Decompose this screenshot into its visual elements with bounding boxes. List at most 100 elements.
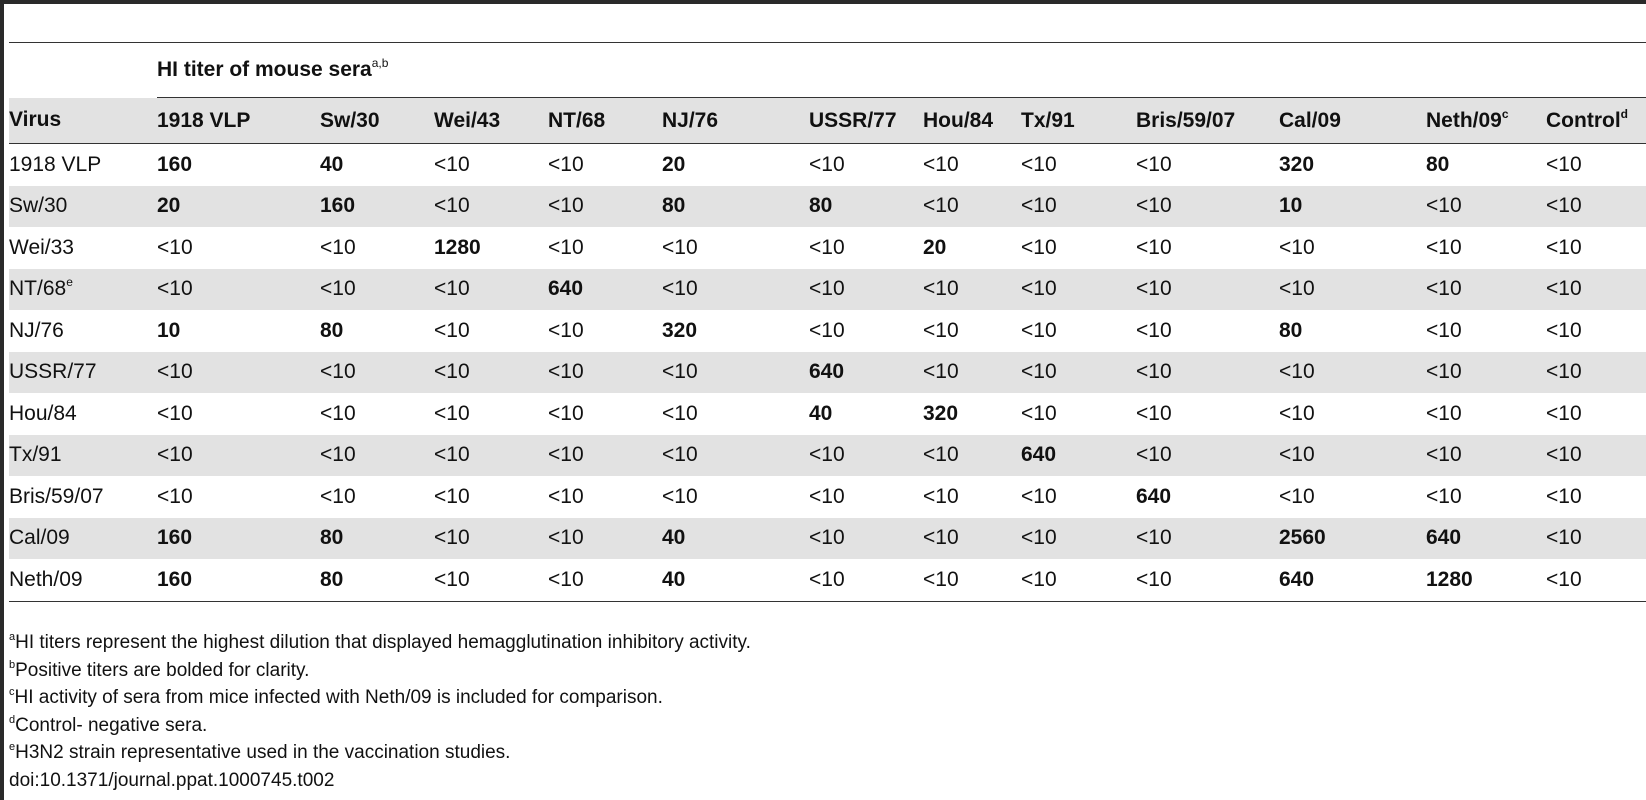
titer-cell: 80 [320, 318, 344, 342]
table-row: Wei/33 <10 <10 1280 <10 <10 <10 20 <10 <10 <10 <10 <… [9, 227, 1646, 269]
virus-cell: NJ/76 [9, 310, 157, 352]
titer-cell: <10 [1426, 434, 1546, 476]
virus-cell: Neth/09 [9, 559, 157, 602]
titer-cell: <10 [548, 401, 584, 425]
titer-cell: <10 [1021, 268, 1136, 310]
group-header: HI titer of mouse seraa,b [157, 42, 1646, 98]
titer-cell: <10 [923, 152, 959, 176]
titer-cell: <10 [1021, 401, 1057, 425]
titer-cell: 640 [1426, 517, 1546, 559]
titer-cell: <10 [548, 235, 584, 259]
titer-cell: <10 [1546, 517, 1646, 559]
column-header: Bris/59/07 [1136, 97, 1279, 144]
column-header-label: Control [1546, 108, 1621, 132]
column-header-label: 1918 VLP [157, 108, 251, 132]
titer-cell: <10 [548, 152, 584, 176]
column-header: USSR/77 [809, 97, 923, 144]
titer-cell: <10 [434, 152, 470, 176]
virus-name: USSR/77 [9, 360, 97, 384]
titer-cell: <10 [1546, 351, 1646, 393]
titer-cell: 10 [1279, 185, 1426, 227]
titer-cell: <10 [320, 401, 356, 425]
titer-cell: <10 [157, 268, 320, 310]
virus-cell: Bris/59/07 [9, 476, 157, 518]
titer-cell: <10 [1021, 559, 1136, 602]
virus-name: NJ/76 [9, 318, 64, 342]
titer-cell: <10 [548, 559, 662, 602]
table-body: 1918 VLP 160 40 <10 <10 20 <10 <10 <10 <10 320 80 <1… [9, 144, 1646, 602]
titer-cell: <10 [1546, 559, 1646, 602]
titer-cell: <10 [662, 268, 809, 310]
titer-cell: <10 [1136, 185, 1279, 227]
titer-cell: <10 [1426, 351, 1546, 393]
titer-cell: 160 [157, 517, 320, 559]
footnote-text: H3N2 strain representative used in the v… [15, 742, 511, 763]
titer-cell: <10 [1279, 268, 1426, 310]
titer-cell: <10 [662, 434, 809, 476]
virus-cell: Tx/91 [9, 434, 157, 476]
group-title-sup: a,b [371, 56, 389, 70]
titer-cell: <10 [1546, 484, 1582, 508]
titer-cell: 80 [809, 185, 923, 227]
footnote-mark: e [9, 741, 16, 753]
column-header: Sw/30 [320, 97, 434, 144]
titer-cell: <10 [809, 318, 845, 342]
titer-cell: <10 [1136, 517, 1279, 559]
table-container: HI titer of mouse seraa,b Virus 1918 VLP… [9, 42, 1646, 602]
titer-cell: <10 [1546, 152, 1582, 176]
table-row: 1918 VLP 160 40 <10 <10 20 <10 <10 <10 <10 320 80 <1… [9, 144, 1646, 186]
titer-cell: 640 [1136, 484, 1172, 508]
group-header-spacer [9, 42, 157, 98]
column-header: Tx/91 [1021, 97, 1136, 144]
titer-cell: <10 [662, 351, 809, 393]
titer-cell: <10 [1021, 484, 1057, 508]
titer-cell: <10 [1136, 559, 1279, 602]
titer-cell: 40 [809, 401, 833, 425]
titer-cell: 80 [320, 517, 434, 559]
column-header-label: Hou/84 [923, 108, 994, 132]
virus-cell: 1918 VLP [9, 144, 157, 186]
titer-cell: <10 [1136, 434, 1279, 476]
footnote: aHI titers represent the highest dilutio… [9, 629, 751, 657]
virus-name: Cal/09 [9, 526, 70, 550]
titer-cell: <10 [923, 559, 1021, 602]
titer-cell: 160 [157, 152, 193, 176]
titer-cell: 640 [1021, 434, 1136, 476]
titer-cell: <10 [548, 484, 584, 508]
column-header-label: NT/68 [548, 108, 606, 132]
titer-cell: 80 [1426, 152, 1450, 176]
titer-cell: <10 [434, 401, 470, 425]
titer-cell: <10 [1546, 318, 1582, 342]
titer-cell: <10 [320, 235, 356, 259]
titer-cell: <10 [434, 434, 548, 476]
column-header-label: Sw/30 [320, 108, 380, 132]
titer-cell: <10 [1426, 401, 1462, 425]
column-header: 1918 VLP [157, 97, 320, 144]
virus-cell: Wei/33 [9, 227, 157, 269]
titer-cell: <10 [1136, 152, 1172, 176]
titer-cell: 10 [157, 318, 181, 342]
titer-cell: 640 [548, 268, 662, 310]
titer-cell: <10 [1546, 401, 1582, 425]
table-row: USSR/77 <10 <10 <10 <10 <10 640 <10 <10 <10 <10 <10… [9, 351, 1646, 393]
column-header: Controld [1546, 97, 1646, 144]
footnote: eH3N2 strain representative used in the … [9, 739, 751, 767]
virus-name: 1918 VLP [9, 152, 102, 176]
footnote: bPositive titers are bolded for clarity. [9, 657, 751, 685]
titer-cell: <10 [1426, 268, 1546, 310]
titer-cell: <10 [548, 351, 662, 393]
titer-cell: <10 [320, 484, 356, 508]
titer-cell: <10 [157, 401, 193, 425]
titer-cell: <10 [1021, 517, 1136, 559]
titer-cell: <10 [1136, 401, 1172, 425]
titer-cell: <10 [434, 517, 548, 559]
titer-cell: <10 [809, 268, 923, 310]
titer-cell: <10 [1279, 235, 1315, 259]
titer-cell: <10 [1426, 484, 1462, 508]
titer-cell: <10 [434, 351, 548, 393]
titer-cell: <10 [434, 268, 548, 310]
titer-cell: 320 [662, 318, 698, 342]
titer-cell: <10 [662, 484, 698, 508]
titer-cell: 1280 [1426, 559, 1546, 602]
titer-cell: <10 [1021, 185, 1136, 227]
